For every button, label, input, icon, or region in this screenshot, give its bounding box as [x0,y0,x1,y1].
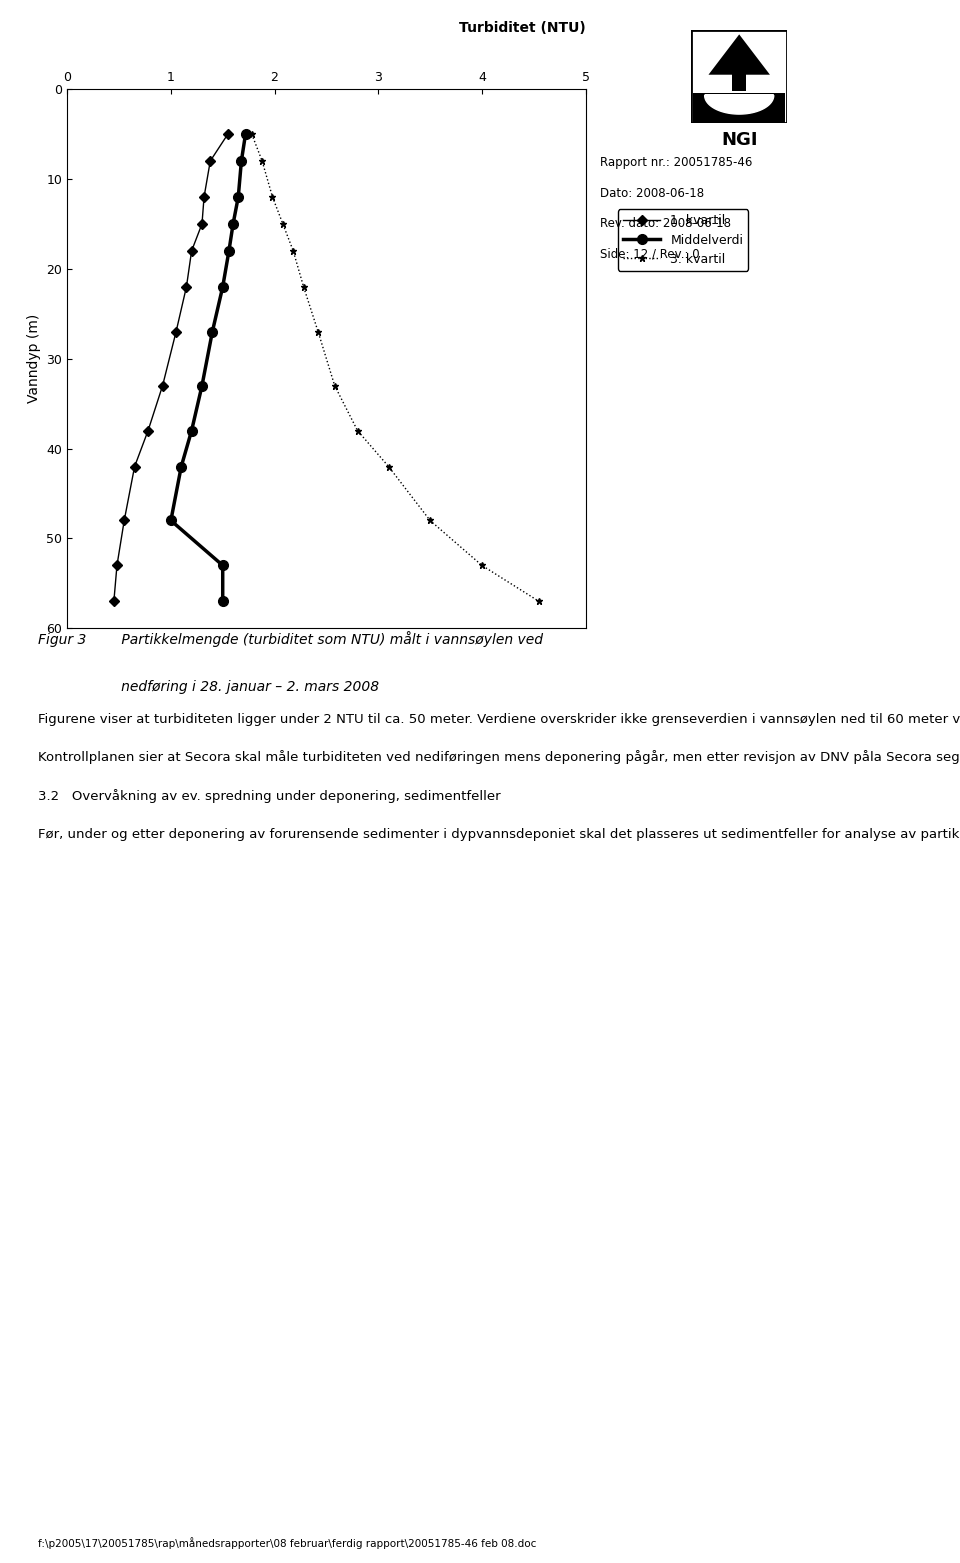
Middelverdi [196,377,207,395]
Middelverdi [165,511,177,530]
Line: 1. kvartil: 1. kvartil [110,131,231,605]
Middelverdi [223,241,234,259]
1. kvartil [222,125,233,144]
Middelverdi [232,188,244,206]
3. kvartil [287,241,299,259]
Text: Turbiditet (NTU): Turbiditet (NTU) [459,22,586,36]
1. kvartil [180,278,192,297]
Middelverdi [217,278,228,297]
Text: Dato: 2008-06-18: Dato: 2008-06-18 [600,186,704,200]
1. kvartil [199,188,210,206]
1. kvartil [111,556,123,575]
Bar [693,31,785,95]
Y-axis label: Vanndyp (m): Vanndyp (m) [27,314,40,403]
Middelverdi [228,214,239,233]
1. kvartil [170,322,181,341]
Text: f:\p2005\17\20051785\rap\månedsrapporter\08 februar\ferdig rapport\20051785-46 f: f:\p2005\17\20051785\rap\månedsrapporter… [38,1536,537,1549]
3. kvartil [383,456,395,475]
Text: Rapport nr.: 20051785-46: Rapport nr.: 20051785-46 [600,156,753,169]
3. kvartil [256,152,268,170]
1. kvartil [196,214,207,233]
3. kvartil [476,556,488,575]
1. kvartil [129,456,140,475]
Text: Rev. dato: 2008-06-18: Rev. dato: 2008-06-18 [600,217,731,230]
Middelverdi [217,592,228,611]
3. kvartil [267,188,278,206]
3. kvartil [246,125,257,144]
Legend: 1. kvartil, Middelverdi, 3. kvartil: 1. kvartil, Middelverdi, 3. kvartil [618,209,748,270]
1. kvartil [204,152,216,170]
Middelverdi [217,556,228,575]
Bar [732,73,746,91]
3. kvartil [277,214,289,233]
1. kvartil [186,241,198,259]
Middelverdi [235,152,247,170]
1. kvartil [108,592,120,611]
Text: Figur 3        Partikkelmengde (turbiditet som NTU) målt i vannsøylen ved: Figur 3 Partikkelmengde (turbiditet som … [38,631,543,647]
3. kvartil [312,322,324,341]
Bar [693,92,785,123]
Middelverdi [206,322,218,341]
Text: nedføring i 28. januar – 2. mars 2008: nedføring i 28. januar – 2. mars 2008 [38,680,379,694]
3. kvartil [351,422,363,441]
3. kvartil [424,511,436,530]
Polygon shape [705,95,774,114]
Middelverdi [186,422,198,441]
Line: 3. kvartil: 3. kvartil [249,131,542,605]
Polygon shape [708,34,770,75]
Text: NGI: NGI [721,131,757,148]
1. kvartil [156,377,168,395]
3. kvartil [329,377,341,395]
3. kvartil [533,592,544,611]
Text: Side: 12 / Rev.: 0: Side: 12 / Rev.: 0 [600,247,700,261]
Text: Figurene viser at turbiditeten ligger under 2 NTU til ca. 50 meter. Verdiene ove: Figurene viser at turbiditeten ligger un… [38,713,960,841]
1. kvartil [118,511,130,530]
1. kvartil [142,422,154,441]
Middelverdi [176,456,187,475]
Middelverdi [240,125,252,144]
3. kvartil [298,278,309,297]
Line: Middelverdi: Middelverdi [166,130,251,606]
